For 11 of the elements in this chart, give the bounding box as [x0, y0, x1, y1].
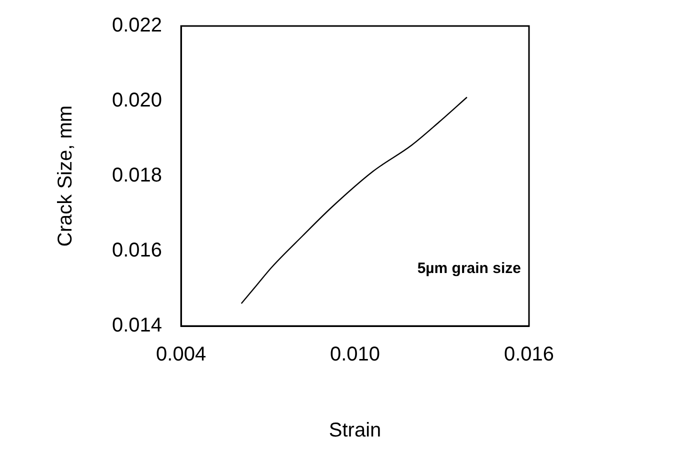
y-tick-label: 0.018 [112, 164, 162, 187]
x-axis-title: Strain [328, 420, 382, 442]
y-tick-label: 0.014 [112, 314, 162, 337]
x-tick-label: 0.010 [330, 344, 380, 366]
x-tick-label: 0.016 [504, 344, 554, 366]
x-tick-label: 0.004 [156, 344, 206, 366]
y-axis-title: Crack Size, mm [54, 105, 77, 247]
annotation: 5µm grain size [417, 260, 521, 278]
y-tick-label: 0.022 [112, 14, 162, 37]
y-tick-label: 0.020 [112, 90, 162, 112]
y-tick-label: 0.016 [112, 240, 162, 262]
